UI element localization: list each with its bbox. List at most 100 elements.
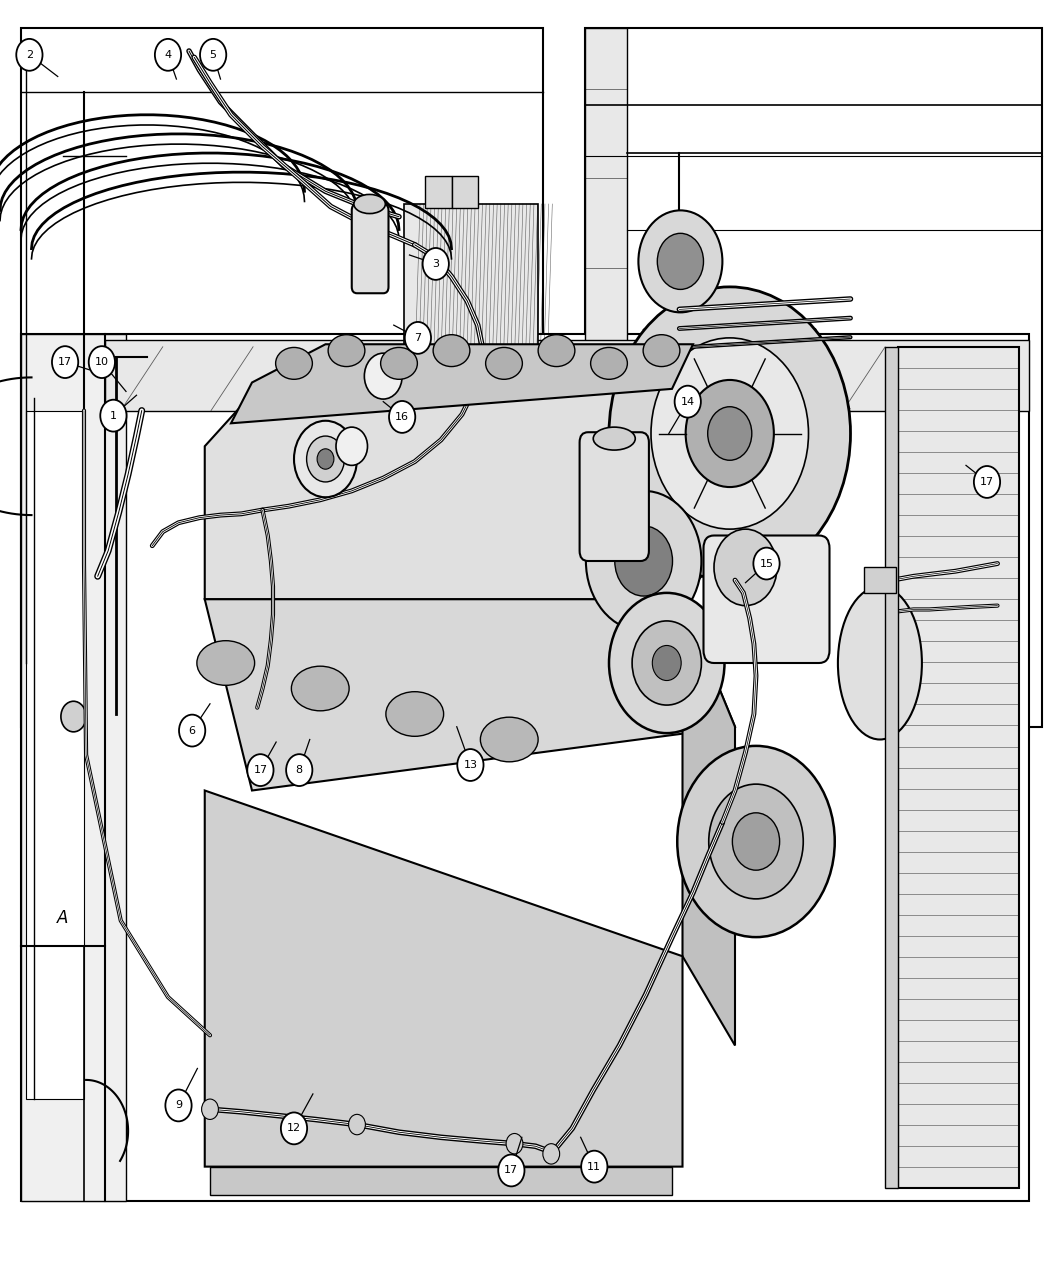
Polygon shape: [205, 790, 682, 1167]
Text: 10: 10: [94, 357, 109, 367]
Circle shape: [506, 1133, 523, 1154]
Ellipse shape: [197, 640, 254, 686]
Text: 5: 5: [210, 50, 216, 60]
Ellipse shape: [434, 335, 470, 367]
FancyBboxPatch shape: [704, 536, 830, 663]
Circle shape: [609, 287, 851, 580]
Polygon shape: [205, 382, 735, 599]
Circle shape: [652, 645, 681, 681]
Text: 2: 2: [26, 50, 33, 60]
Text: 9: 9: [175, 1100, 182, 1111]
Circle shape: [286, 754, 313, 785]
Circle shape: [651, 338, 808, 529]
Ellipse shape: [354, 195, 385, 213]
Text: 17: 17: [504, 1165, 519, 1176]
Ellipse shape: [591, 348, 628, 380]
Circle shape: [336, 427, 367, 465]
Circle shape: [677, 746, 835, 937]
Circle shape: [714, 529, 777, 606]
Polygon shape: [210, 1167, 672, 1195]
Ellipse shape: [386, 691, 443, 737]
Circle shape: [178, 714, 206, 747]
Text: 17: 17: [253, 765, 268, 775]
Ellipse shape: [486, 348, 523, 380]
Ellipse shape: [292, 666, 349, 711]
Circle shape: [405, 323, 432, 354]
Text: 14: 14: [680, 397, 695, 407]
FancyBboxPatch shape: [580, 432, 649, 561]
Text: 8: 8: [296, 765, 302, 775]
FancyBboxPatch shape: [352, 204, 388, 293]
Text: 11: 11: [587, 1162, 602, 1172]
Ellipse shape: [328, 335, 365, 367]
Circle shape: [674, 385, 701, 418]
Circle shape: [281, 1112, 307, 1145]
Bar: [425, 176, 451, 208]
Text: 3: 3: [433, 259, 439, 269]
Polygon shape: [682, 599, 735, 1046]
Ellipse shape: [275, 348, 313, 380]
Text: 4: 4: [165, 50, 171, 60]
Circle shape: [632, 621, 701, 705]
Circle shape: [364, 353, 402, 399]
Circle shape: [582, 1150, 607, 1183]
Bar: [885, 347, 898, 1188]
Bar: [404, 204, 538, 720]
Text: 12: 12: [287, 1123, 301, 1133]
Text: 16: 16: [395, 412, 410, 422]
Circle shape: [733, 813, 779, 870]
Text: 1: 1: [110, 411, 117, 421]
Circle shape: [200, 40, 227, 71]
Circle shape: [349, 1114, 365, 1135]
Circle shape: [458, 750, 483, 780]
Circle shape: [88, 347, 116, 379]
Circle shape: [974, 465, 1000, 499]
Circle shape: [615, 525, 673, 595]
Bar: [898, 347, 1018, 1188]
Circle shape: [101, 400, 127, 432]
Bar: [26, 411, 84, 1099]
Circle shape: [657, 233, 704, 289]
Bar: [452, 176, 478, 208]
Ellipse shape: [481, 717, 538, 762]
Circle shape: [638, 210, 722, 312]
Circle shape: [586, 491, 701, 631]
Circle shape: [609, 593, 724, 733]
Text: 17: 17: [58, 357, 72, 367]
Circle shape: [317, 449, 334, 469]
Circle shape: [498, 1155, 524, 1186]
Circle shape: [390, 400, 416, 434]
Circle shape: [155, 40, 181, 71]
Circle shape: [17, 40, 43, 71]
Bar: [21, 334, 126, 1201]
Circle shape: [202, 1099, 218, 1119]
Bar: [864, 567, 896, 593]
Ellipse shape: [838, 586, 922, 739]
Bar: [21, 334, 1029, 1201]
Text: A: A: [58, 909, 68, 927]
Ellipse shape: [644, 335, 680, 367]
Text: 13: 13: [463, 760, 478, 770]
Circle shape: [543, 1144, 560, 1164]
Circle shape: [686, 380, 774, 487]
Circle shape: [51, 347, 78, 379]
Circle shape: [294, 421, 357, 497]
Circle shape: [754, 548, 779, 579]
Ellipse shape: [593, 427, 635, 450]
Text: 6: 6: [189, 725, 195, 736]
Ellipse shape: [380, 348, 418, 380]
Polygon shape: [205, 599, 735, 790]
Bar: [585, 28, 1042, 727]
Circle shape: [422, 247, 449, 280]
Bar: [21, 28, 543, 727]
Text: 7: 7: [415, 333, 421, 343]
Circle shape: [166, 1089, 191, 1122]
Circle shape: [709, 784, 803, 899]
Text: 17: 17: [980, 477, 994, 487]
Polygon shape: [231, 344, 693, 423]
Bar: [585, 28, 627, 727]
Ellipse shape: [538, 335, 575, 367]
Circle shape: [307, 436, 344, 482]
Bar: [105, 340, 1029, 411]
Circle shape: [248, 754, 273, 785]
